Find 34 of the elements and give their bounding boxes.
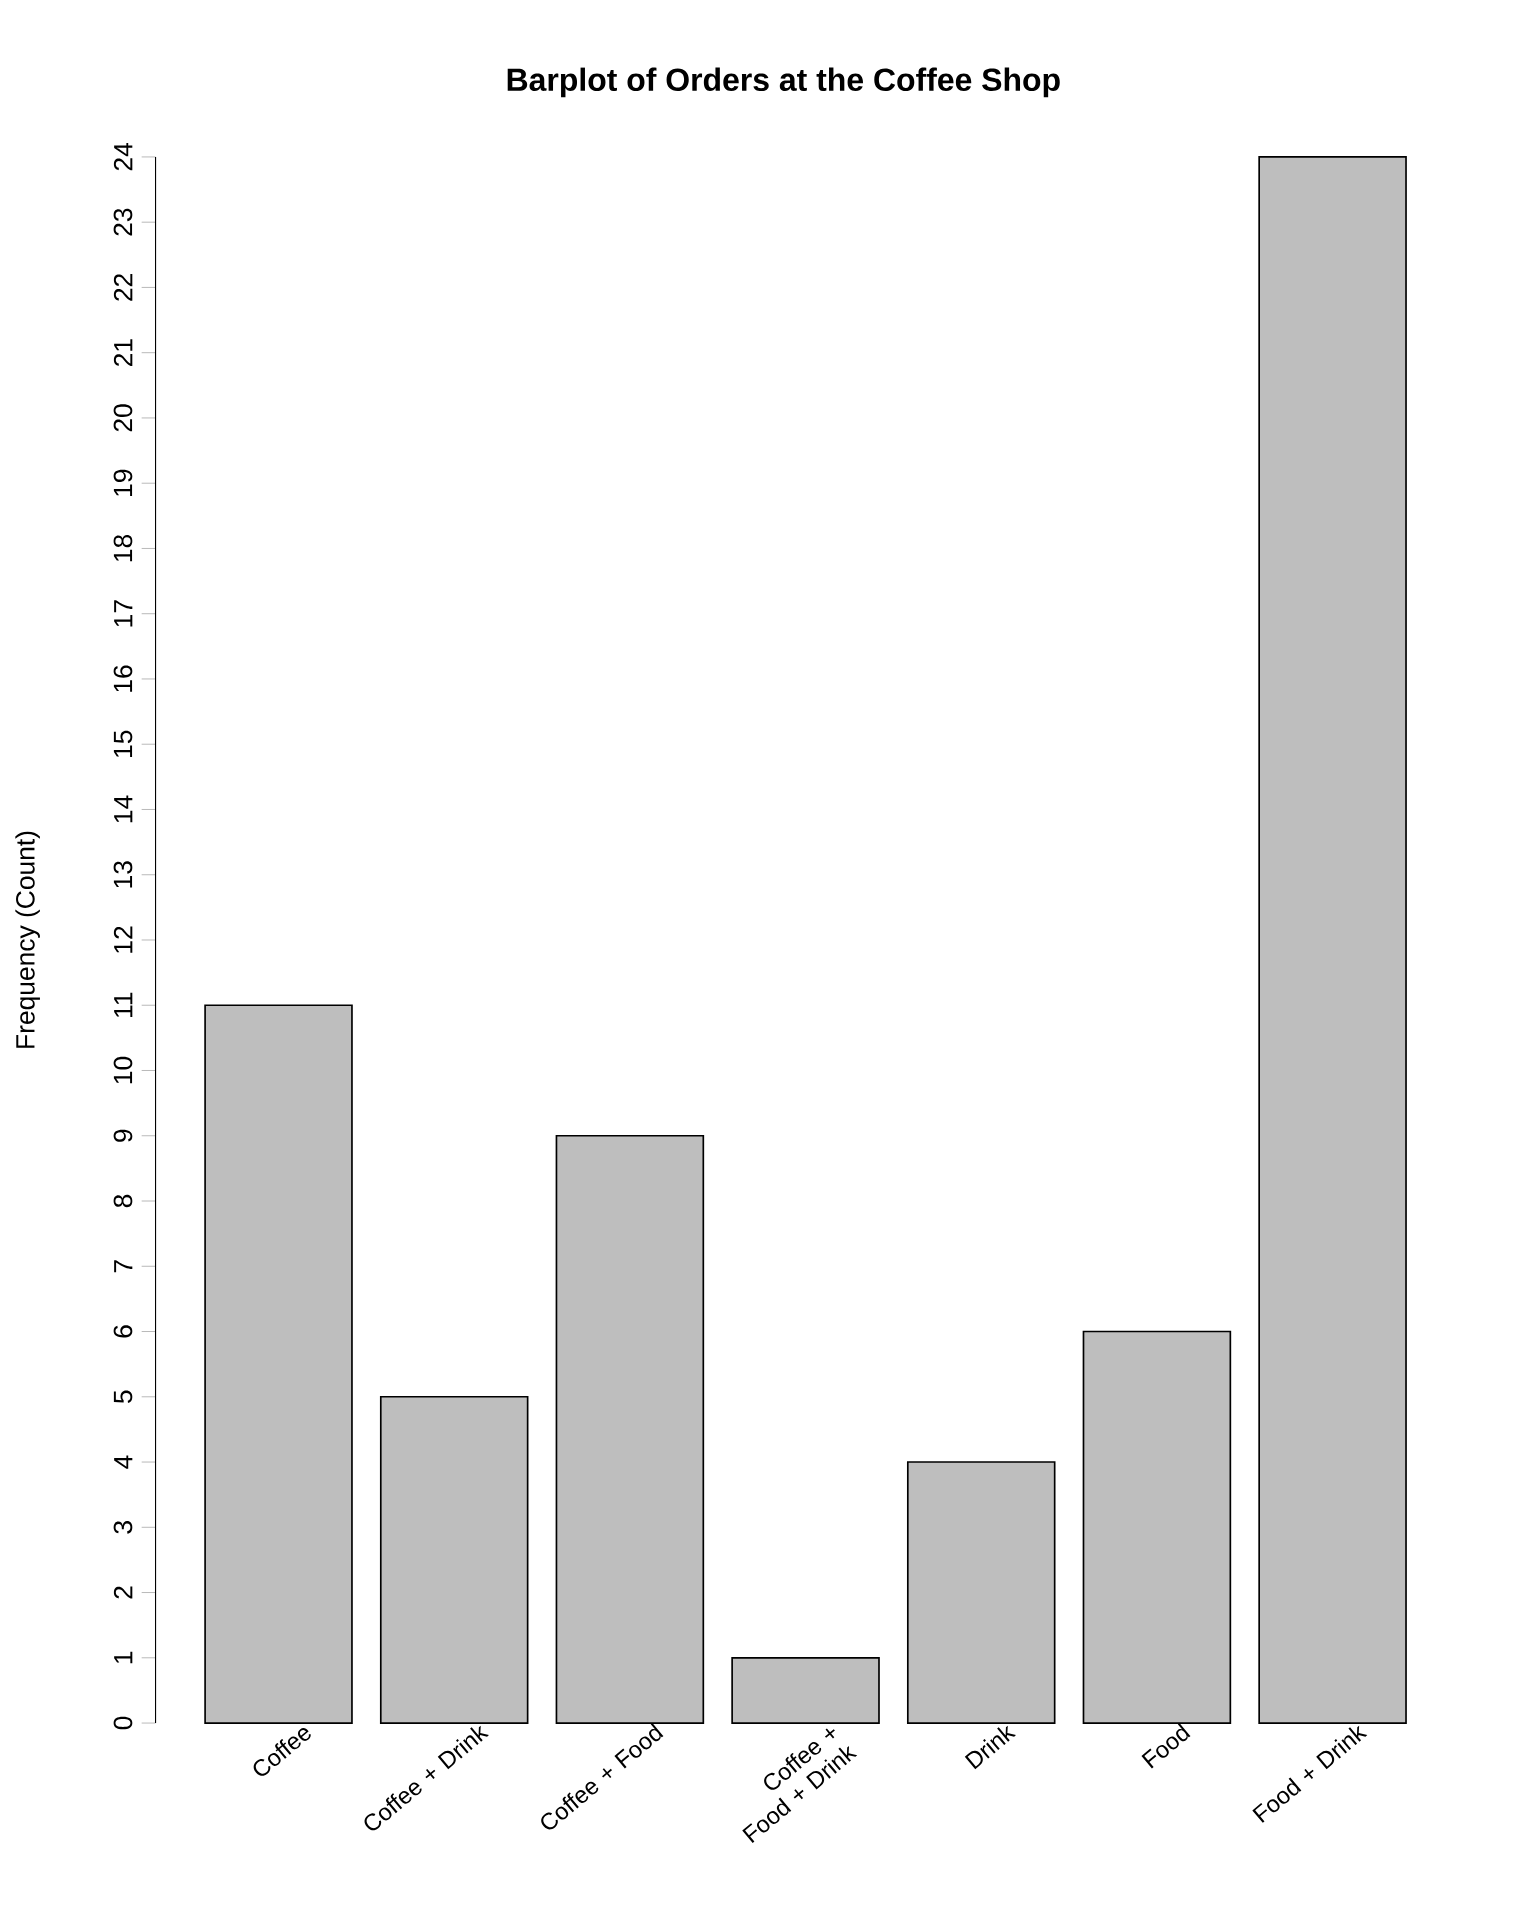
y-axis-title: Frequency (Count) [15, 831, 40, 1048]
y-tick-label: 7 [114, 1260, 133, 1273]
y-tick-label: 5 [113, 1390, 133, 1404]
y-tick-label: 19 [113, 469, 133, 496]
y-tick-label: 17 [114, 600, 133, 627]
y-tick-label: 16 [113, 665, 133, 692]
bar [379, 1395, 529, 1724]
bar [204, 1004, 353, 1724]
y-tick-label: 4 [114, 1455, 133, 1469]
bar [731, 1656, 880, 1724]
y-tick-label: 22 [113, 274, 133, 301]
y-tick-label: 15 [113, 730, 133, 757]
y-tick-label: 12 [113, 926, 133, 953]
y-tick-label: 24 [113, 143, 133, 171]
y-tick-label: 0 [113, 1716, 133, 1730]
y-tick-label: 13 [113, 861, 133, 888]
bar [906, 1461, 1056, 1724]
y-tick-label: 1 [114, 1651, 133, 1664]
bar [1258, 156, 1407, 1724]
bar [555, 1134, 705, 1724]
y-tick-label: 9 [113, 1129, 133, 1142]
y-tick-label: 21 [113, 339, 133, 367]
y-tick-label: 23 [113, 208, 133, 236]
chart-title: Barplot of Orders at the Coffee Shop [507, 67, 1060, 98]
y-tick-label: 20 [113, 404, 133, 432]
y-tick-label: 6 [113, 1325, 133, 1338]
y-tick-label: 11 [114, 992, 133, 1017]
y-tick-label: 8 [113, 1194, 133, 1208]
y-tick-label: 10 [113, 1056, 133, 1084]
y-tick-label: 2 [113, 1586, 133, 1599]
y-tick-label: 3 [113, 1521, 133, 1534]
y-tick-label: 14 [114, 795, 133, 823]
y-tick-label: 18 [113, 534, 133, 562]
bar [1082, 1330, 1232, 1724]
